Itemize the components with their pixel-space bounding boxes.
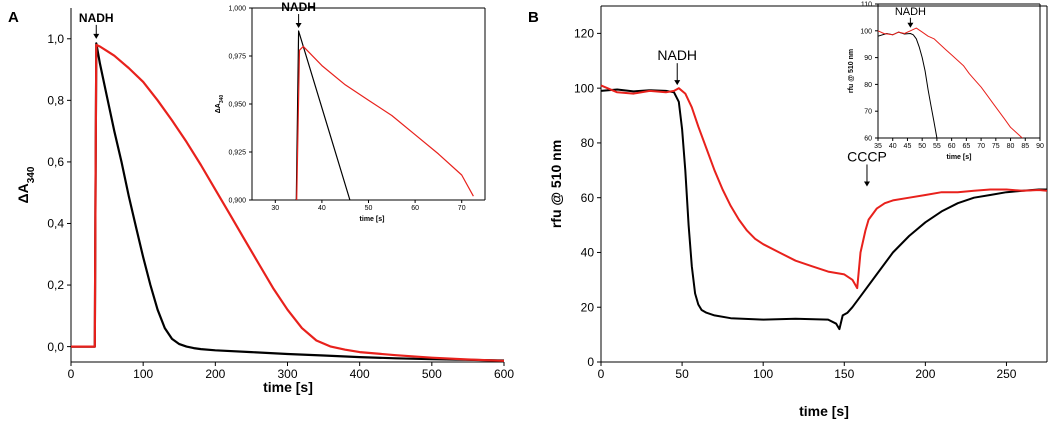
panel-b-inset-x-axis-label: time [s] <box>947 154 972 161</box>
ai-y-tick-label: 0,900 <box>228 197 246 204</box>
a-x-tick-label: 400 <box>350 367 370 381</box>
bi-series-red <box>877 27 1023 139</box>
b-y-tick-label: 120 <box>574 27 594 41</box>
a-y-tick-label: 1,0 <box>47 32 64 46</box>
annotation-label: NADH <box>281 0 316 14</box>
ai-x-tick-label: 40 <box>318 205 326 212</box>
bi-x-tick-label: 65 <box>962 143 970 150</box>
b-y-tick-label: 60 <box>581 191 595 205</box>
a-series-red <box>71 43 505 362</box>
panel-a-letter: A <box>8 9 19 26</box>
ai-y-tick-label: 0,925 <box>228 149 246 156</box>
a-x-tick-label: 100 <box>133 367 153 381</box>
annotation-label: NADH <box>657 47 697 63</box>
panel-b: B 0 50 100 150 200 250 0 20 40 60 80 100 120 NADH CC… <box>528 1 1048 419</box>
b-x-tick-label: 150 <box>834 367 854 381</box>
bi-x-tick-label: 90 <box>1036 143 1044 150</box>
b-y-tick-label: 40 <box>581 246 595 260</box>
b-x-tick-label: 100 <box>753 367 773 381</box>
annotation-label: NADH <box>79 11 114 25</box>
panel-a-y-axis-label: ΔA340 <box>15 166 37 203</box>
annotation-arrow-head <box>907 22 914 28</box>
a-y-tick-label: 0,2 <box>47 278 64 292</box>
b-y-tick-label: 100 <box>574 81 594 95</box>
bi-y-tick-label: 110 <box>861 1 872 8</box>
a-x-tick-label: 0 <box>68 367 75 381</box>
bi-x-tick-label: 75 <box>992 143 1000 150</box>
bi-x-tick-label: 80 <box>1007 143 1015 150</box>
panel-a: A 0 100 200 300 400 500 600 0,0 0,2 0,4 0,6 0,8 1,0… <box>8 0 514 395</box>
a-x-tick-label: 600 <box>494 367 514 381</box>
panel-a-x-axis-label: time [s] <box>263 379 313 395</box>
annotation-label: NADH <box>895 6 926 18</box>
panel-b-inset-y-axis-label: rfu @ 510 nm <box>848 49 855 93</box>
bi-x-tick-label: 50 <box>918 143 926 150</box>
annotation-arrow-head <box>863 181 870 187</box>
ai-x-tick-label: 70 <box>458 205 466 212</box>
panel-a-inset-y-axis-label: ΔA340 <box>215 95 225 114</box>
panel-a-inset-x-axis-label: time [s] <box>360 216 385 223</box>
a-y-tick-label: 0,8 <box>47 94 64 108</box>
panel-b-inset: 35 40 45 50 55 60 65 70 75 80 85 90 60708090100110 … <box>848 1 1044 161</box>
panel-b-letter: B <box>528 9 539 26</box>
b-x-tick-label: 200 <box>915 367 935 381</box>
ai-x-tick-label: 60 <box>411 205 419 212</box>
bi-x-tick-label: 60 <box>948 143 956 150</box>
ai-y-tick-label: 1,000 <box>228 5 246 12</box>
panel-a-inset: 30 40 50 60 70 0,900 0,925 0,950 0,975 1,000 NAD… <box>215 0 486 223</box>
bi-series-black <box>877 31 938 139</box>
bi-x-tick-label: 70 <box>977 143 985 150</box>
annotation-arrow-head <box>295 23 302 29</box>
a-x-tick-label: 200 <box>205 367 225 381</box>
ai-y-tick-label: 0,950 <box>228 101 246 108</box>
panel-b-plot: 0 50 100 150 200 250 0 20 40 60 80 100 120 NADH CCCP <box>574 5 1048 381</box>
a-y-tick-label: 0,4 <box>47 217 64 231</box>
annotation-arrow-head <box>674 80 681 86</box>
bi-x-tick-label: 45 <box>904 143 912 150</box>
ai-series-red <box>296 45 474 201</box>
a-y-tick-label: 0,0 <box>47 340 64 354</box>
bi-x-tick-label: 85 <box>1021 143 1029 150</box>
bi-x-tick-label: 40 <box>889 143 897 150</box>
b-x-tick-label: 250 <box>996 367 1016 381</box>
b-y-tick-label: 80 <box>581 136 595 150</box>
ai-x-tick-label: 30 <box>271 205 279 212</box>
bi-x-tick-label: 35 <box>874 143 882 150</box>
bi-y-tick-label: 100 <box>860 28 872 35</box>
annotation-label: CCCP <box>847 148 887 164</box>
b-x-tick-label: 50 <box>675 367 689 381</box>
ai-series-black <box>295 30 351 201</box>
b-series-black <box>600 88 1047 331</box>
annotation-arrow-head <box>93 33 100 39</box>
a-series-black <box>71 42 505 362</box>
bi-y-tick-label: 80 <box>864 82 872 89</box>
a-x-tick-label: 500 <box>422 367 442 381</box>
b-x-tick-label: 0 <box>598 367 605 381</box>
bi-x-tick-label: 55 <box>933 143 941 150</box>
panel-b-x-axis-label: time [s] <box>799 403 849 419</box>
panel-b-y-axis-label: rfu @ 510 nm <box>548 140 564 228</box>
panel-a-plot: 0 100 200 300 400 500 600 0,0 0,2 0,4 0,6 0,8 1,0 N… <box>47 8 514 381</box>
bi-y-tick-label: 70 <box>864 109 872 116</box>
b-y-tick-label: 0 <box>587 355 594 369</box>
ai-y-tick-label: 0,975 <box>228 53 246 60</box>
b-y-tick-label: 20 <box>581 300 595 314</box>
ai-x-tick-label: 50 <box>365 205 373 212</box>
a-x-tick-label: 300 <box>277 367 297 381</box>
bi-y-tick-label: 60 <box>864 135 872 142</box>
a-y-tick-label: 0,6 <box>47 155 64 169</box>
b-series-red <box>600 84 1048 290</box>
bi-y-tick-label: 90 <box>864 55 872 62</box>
